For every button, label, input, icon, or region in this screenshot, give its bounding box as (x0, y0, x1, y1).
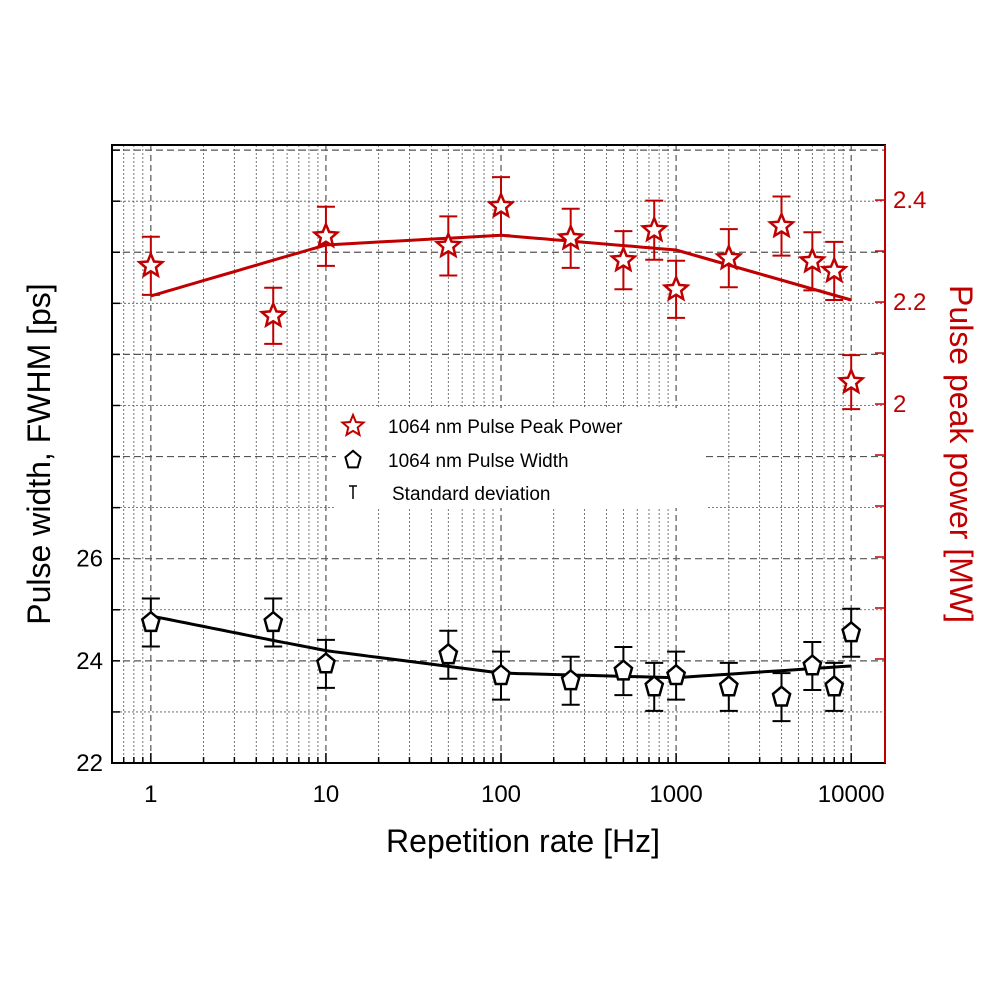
pentagon-marker (666, 663, 687, 686)
pentagon-marker (140, 610, 161, 633)
ticks: 1 10 100 1000 10000 22 24 26 2 2.2 2.4 (76, 149, 926, 808)
y-left-tick-label: 22 (76, 750, 103, 777)
x-tick-label: 100 (481, 781, 521, 808)
data-point (433, 215, 463, 277)
y-right-tick-label: 2.2 (893, 289, 926, 316)
data-point (639, 199, 669, 261)
x-tick-label: 10 (313, 781, 340, 808)
pentagon-marker (824, 674, 845, 697)
data-point (766, 195, 797, 257)
data-point (824, 661, 845, 712)
legend: 1064 nm Pulse Peak Power 1064 nm Pulse W… (336, 408, 706, 508)
star-marker (258, 300, 288, 329)
data-point (438, 629, 459, 680)
data-point (797, 231, 827, 292)
star-marker (486, 190, 516, 219)
star-marker (136, 250, 166, 279)
legend-peak-power: 1064 nm Pulse Peak Power (388, 417, 623, 438)
pentagon-marker (315, 651, 336, 674)
star-marker (608, 244, 638, 273)
star-marker (639, 214, 669, 243)
star-marker (766, 210, 797, 239)
star-marker (819, 255, 849, 284)
pentagon-marker (613, 659, 634, 681)
pentagon-marker (841, 620, 862, 643)
y-left-tick-label: 26 (76, 546, 103, 573)
pentagon-marker (644, 674, 665, 697)
data-point (666, 650, 687, 701)
data-point (661, 259, 691, 319)
star-marker (556, 223, 586, 251)
legend-star-icon (339, 412, 367, 438)
legend-std-dev: Standard deviation (392, 484, 550, 505)
x-axis-label: Repetition rate [Hz] (386, 823, 660, 859)
legend-pentagon-icon (344, 449, 362, 469)
y-left-tick-label: 24 (76, 648, 103, 675)
data-marks (136, 176, 866, 723)
pentagon-marker (802, 653, 823, 676)
data-point (556, 207, 586, 269)
pentagon-marker (491, 663, 512, 686)
x-tick-label: 1 (144, 781, 157, 808)
legend-pulse-width: 1064 nm Pulse Width (388, 451, 569, 472)
data-point (841, 607, 862, 658)
x-tick-label: 1000 (649, 781, 702, 808)
data-point (491, 650, 512, 701)
pentagon-marker (771, 685, 792, 707)
legend-errorbar-icon (349, 485, 357, 499)
x-tick-label: 10000 (818, 781, 885, 808)
data-point (258, 286, 288, 345)
pentagon-marker (344, 449, 362, 469)
data-point (608, 230, 638, 291)
y-axis-left-label: Pulse width, FWHM [ps] (21, 283, 57, 624)
star-marker (339, 412, 367, 438)
data-point (263, 597, 284, 648)
data-point (802, 640, 823, 691)
star-marker (661, 274, 691, 302)
data-point (486, 176, 516, 237)
data-point (311, 205, 341, 267)
y-right-tick-label: 2 (893, 391, 906, 418)
data-point (560, 655, 581, 706)
star-marker (714, 242, 744, 271)
star-marker (311, 221, 341, 249)
data-point (140, 597, 161, 648)
data-point (315, 638, 336, 689)
data-point (771, 672, 792, 723)
pentagon-marker (718, 674, 739, 697)
legend-background (336, 408, 706, 508)
star-marker (836, 366, 866, 395)
data-point (836, 354, 866, 411)
pentagon-marker (263, 610, 284, 633)
data-point (714, 228, 744, 289)
y-right-tick-label: 2.4 (893, 187, 926, 214)
data-point (819, 240, 849, 302)
y-axis-right-label: Pulse peak power [MW] (943, 285, 979, 623)
pentagon-marker (438, 642, 459, 665)
data-point (136, 235, 166, 296)
data-point (644, 661, 665, 712)
data-point (718, 661, 739, 712)
star-marker (797, 246, 827, 274)
star-marker (433, 230, 463, 259)
pentagon-marker (560, 668, 581, 691)
data-point (613, 646, 634, 697)
